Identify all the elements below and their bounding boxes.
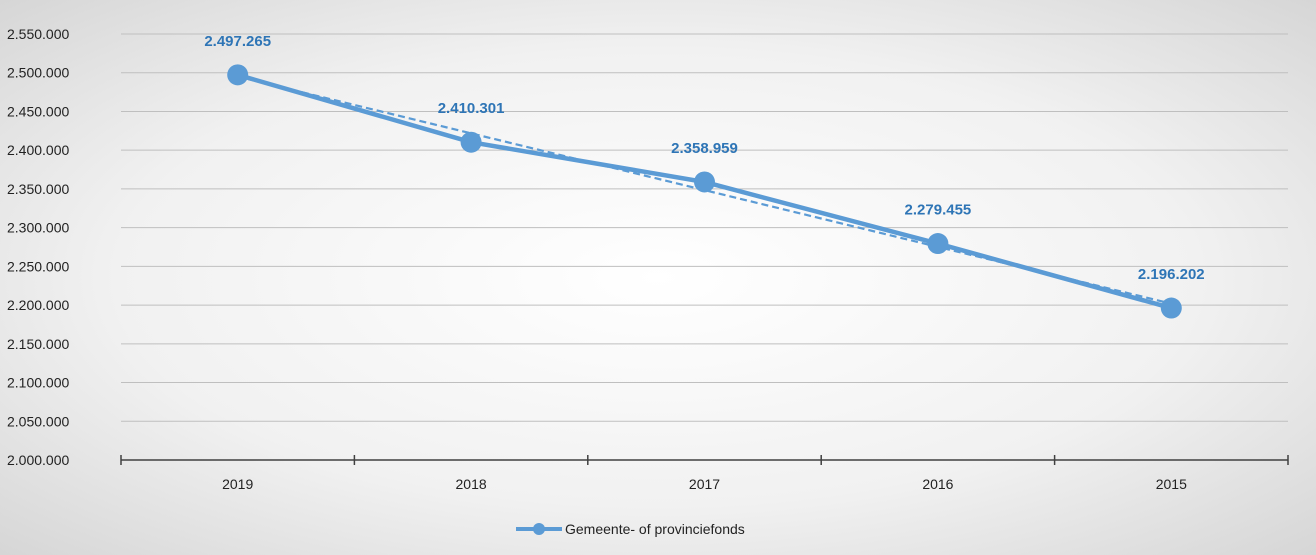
y-tick-label: 2.150.000 (7, 336, 69, 352)
data-labels: 2.497.265 2.410.301 2.358.959 2.279.455 2.19… (204, 33, 1204, 283)
x-axis-tick-labels: 2019 2018 2017 2016 2015 (222, 476, 1187, 492)
y-tick-label: 2.550.000 (7, 26, 69, 42)
data-label: 2.358.959 (671, 140, 738, 157)
x-tick-label: 2018 (456, 476, 487, 492)
data-point (1160, 297, 1182, 319)
gridlines (121, 33, 1288, 422)
data-point (227, 64, 249, 86)
x-tick-label: 2017 (689, 476, 720, 492)
trendline-line (237, 75, 1172, 305)
legend-point-marker (533, 523, 545, 535)
y-tick-label: 2.100.000 (7, 375, 69, 391)
y-tick-label: 2.400.000 (7, 142, 69, 158)
data-label: 2.410.301 (438, 100, 505, 117)
legend-series-name: Gemeente- of provinciefonds (565, 521, 745, 537)
data-point (927, 233, 949, 255)
data-points (227, 64, 1182, 319)
x-tick-label: 2016 (922, 476, 953, 492)
x-tick-label: 2015 (1156, 476, 1187, 492)
data-label: 2.279.455 (905, 202, 972, 219)
x-axis (120, 455, 1289, 465)
y-tick-label: 2.250.000 (7, 258, 69, 274)
data-point (460, 131, 482, 153)
data-label: 2.196.202 (1138, 266, 1205, 283)
data-label: 2.497.265 (204, 33, 271, 50)
y-tick-label: 2.200.000 (7, 297, 69, 313)
y-tick-label: 2.300.000 (7, 220, 69, 236)
legend: Gemeente- of provinciefonds (516, 521, 745, 537)
trendline (237, 75, 1172, 305)
y-tick-label: 2.000.000 (7, 452, 69, 468)
y-tick-label: 2.350.000 (7, 181, 69, 197)
y-axis-tick-labels: 2.000.000 2.050.000 2.100.000 2.150.000 2.20… (7, 26, 69, 468)
y-tick-label: 2.450.000 (7, 103, 69, 119)
y-tick-label: 2.500.000 (7, 65, 69, 81)
x-tick-label: 2019 (222, 476, 253, 492)
y-tick-label: 2.050.000 (7, 413, 69, 429)
data-point (694, 171, 715, 193)
